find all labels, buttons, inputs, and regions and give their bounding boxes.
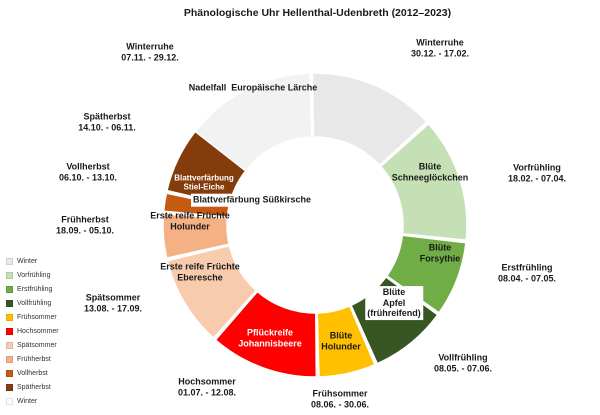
segment-winterruhe-frueh xyxy=(194,72,313,172)
legend-item-10: Winter xyxy=(6,398,59,405)
legend-label: Winter xyxy=(17,258,38,265)
legend-swatch xyxy=(6,272,13,279)
legend-item-2: Erstfrühling xyxy=(6,286,59,293)
segment-erstfruehling xyxy=(385,234,467,314)
segment-vorfruehling xyxy=(379,122,468,241)
legend-label: Vorfrühling xyxy=(17,272,51,279)
legend-swatch xyxy=(6,370,13,377)
legend-swatch xyxy=(6,356,13,363)
legend-item-5: Hochsommer xyxy=(6,328,59,335)
legend-label: Erstfrühling xyxy=(17,286,53,293)
legend-swatch xyxy=(6,328,13,335)
legend-swatch xyxy=(6,300,13,307)
segment-fruehherbst xyxy=(162,213,231,260)
legend-swatch xyxy=(6,398,13,405)
segment-spaetsommer xyxy=(166,244,258,340)
legend-label: Frühherbst xyxy=(17,356,51,363)
legend-label: Spätsommer xyxy=(17,342,57,349)
legend-item-9: Spätherbst xyxy=(6,384,59,391)
segment-fruehsommer xyxy=(316,304,376,378)
legend-label: Vollherbst xyxy=(17,370,48,377)
legend-label: Vollfrühling xyxy=(17,300,52,307)
legend-item-3: Vollfrühling xyxy=(6,300,59,307)
legend-label: Frühsommer xyxy=(17,314,57,321)
legend-swatch xyxy=(6,384,13,391)
legend-item-1: Vorfrühling xyxy=(6,272,59,279)
legend-swatch xyxy=(6,314,13,321)
legend: Winter Vorfrühling Erstfrühling Vollfrühlin… xyxy=(6,258,59,412)
legend-label: Winter xyxy=(17,398,38,405)
legend-item-7: Frühherbst xyxy=(6,356,59,363)
legend-label: Hochsommer xyxy=(17,328,59,335)
legend-swatch xyxy=(6,258,13,265)
legend-swatch xyxy=(6,286,13,293)
legend-item-6: Spätsommer xyxy=(6,342,59,349)
segment-winterruhe-spaet xyxy=(311,72,428,167)
segment-hochsommer xyxy=(214,290,318,378)
chart-title: Phänologische Uhr Hellenthal-Udenbreth (… xyxy=(183,7,452,19)
legend-swatch xyxy=(6,342,13,349)
legend-item-0: Winter xyxy=(6,258,59,265)
legend-label: Spätherbst xyxy=(17,384,51,391)
legend-item-4: Frühsommer xyxy=(6,314,59,321)
legend-item-8: Vollherbst xyxy=(6,370,59,377)
